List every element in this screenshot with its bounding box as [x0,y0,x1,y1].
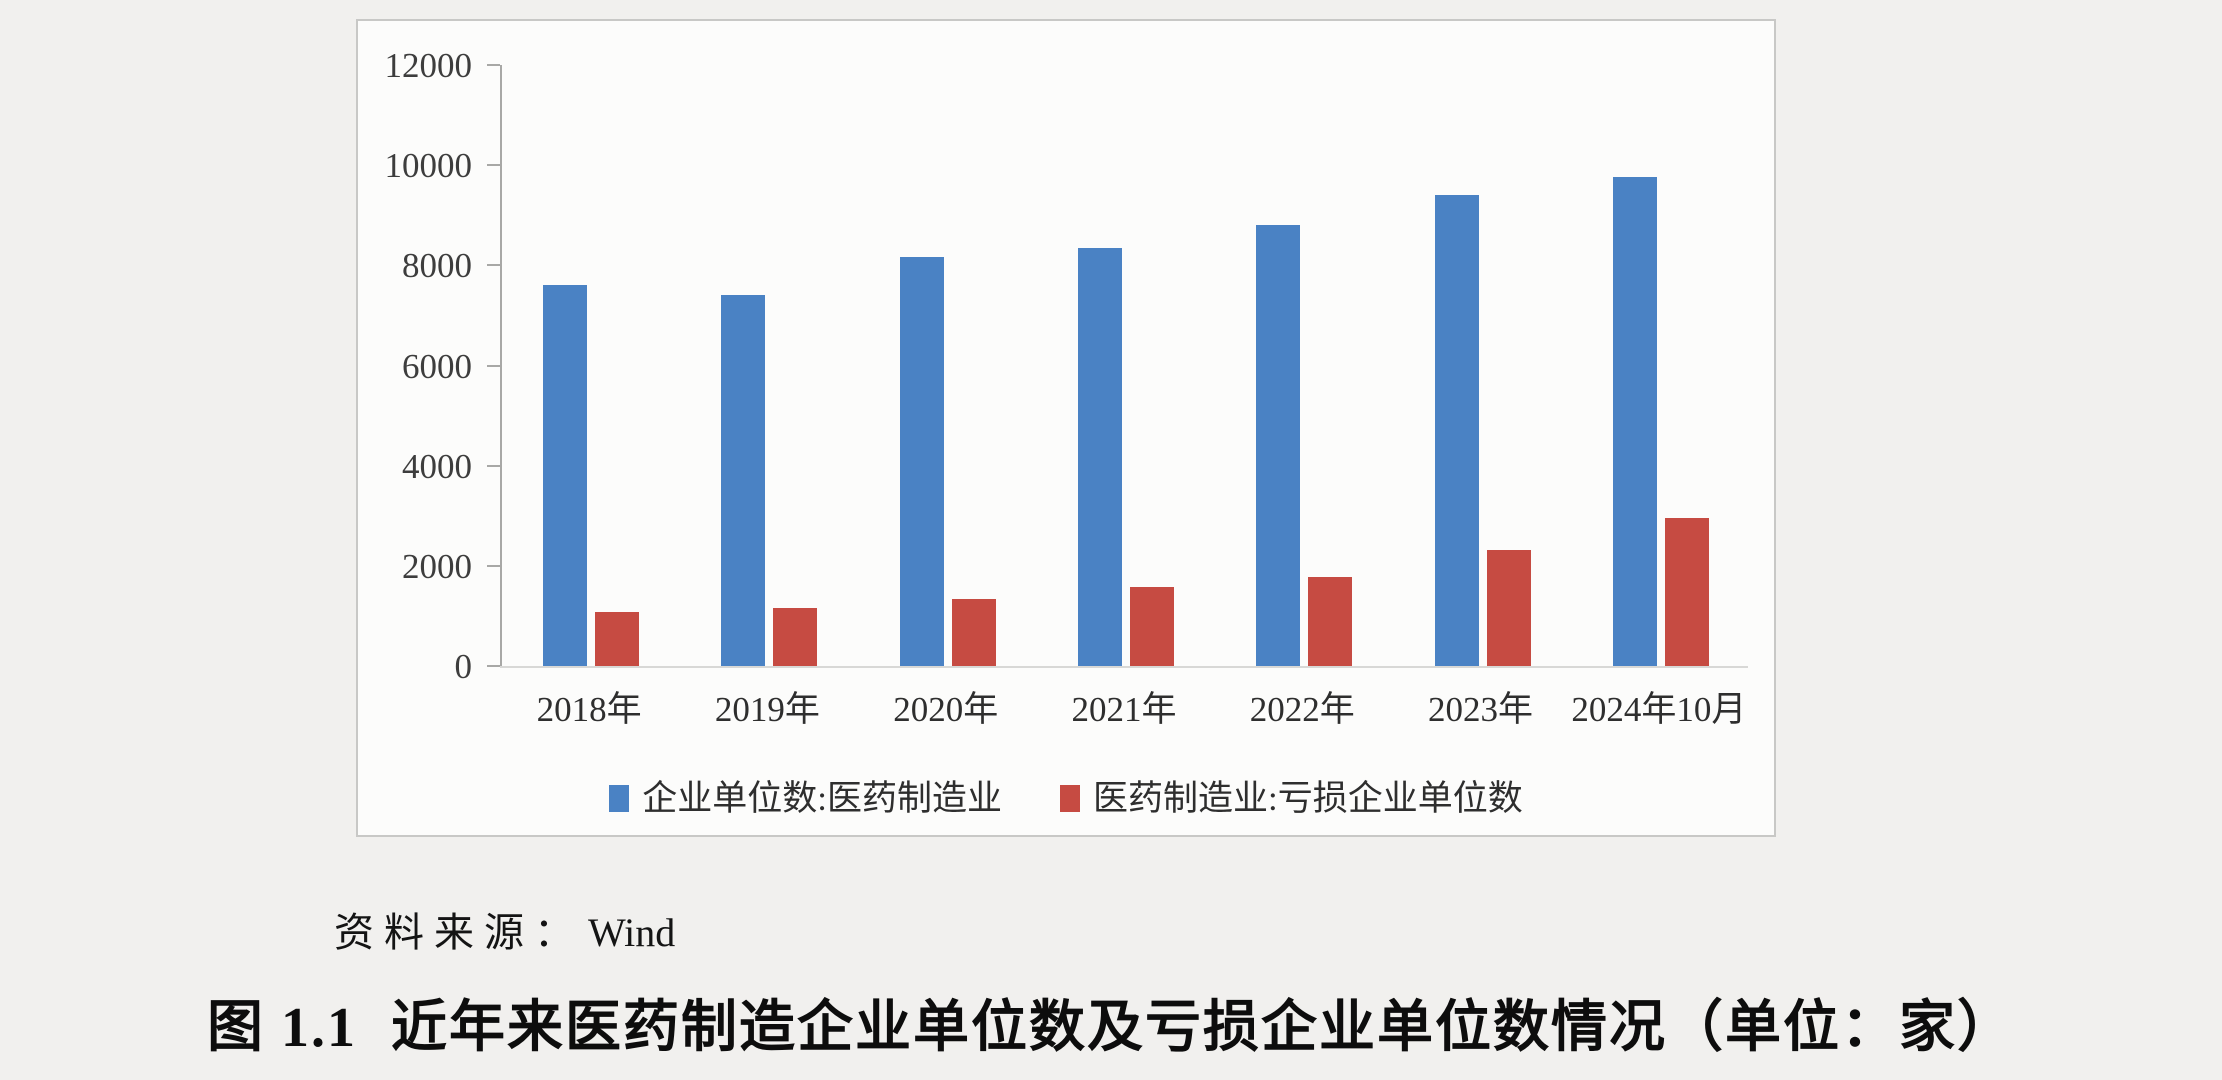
y-axis-line [500,65,502,666]
x-tick-label-2018年: 2018年 [536,690,642,729]
blue-bar-2023年 [1435,195,1479,666]
red-bar-2023年 [1487,550,1531,666]
red-bar-2019年 [773,608,817,666]
source-line: 资料来源： Wind [334,900,675,958]
blue-bar-2019年 [721,295,765,666]
y-tick-mark-8000 [487,264,500,267]
figure-caption-number: 图 1.1 [207,997,357,1059]
x-tick-label-2023年: 2023年 [1428,690,1534,729]
y-tick-mark-0 [487,665,500,667]
red-bar-2024年10月 [1665,518,1709,666]
legend-label-blue: 企业单位数:医药制造业 [642,779,1002,818]
red-bar-2018年 [595,612,639,666]
red-bar-2021年 [1130,587,1174,666]
legend-swatch-blue-icon [609,785,630,812]
blue-bar-2020年 [900,257,944,666]
y-tick-label-2000: 2000 [402,546,472,586]
y-tick-mark-6000 [487,364,500,367]
y-tick-mark-4000 [487,464,500,467]
x-axis-baseline [500,666,1748,668]
x-tick-label-2019年: 2019年 [714,690,820,729]
red-bar-2020年 [952,599,996,666]
y-tick-label-8000: 8000 [402,246,472,286]
y-tick-label-0: 0 [454,647,473,686]
source-label: 资料来源： [334,910,584,955]
y-tick-mark-12000 [487,64,500,66]
blue-bar-2021年 [1078,248,1122,666]
y-tick-label-6000: 6000 [402,346,472,386]
chart-legend: 企业单位数:医药制造业 医药制造业:亏损企业单位数 [358,781,1774,816]
x-tick-label-2020年: 2020年 [893,690,999,729]
chart-panel: 0 2000 4000 6000 8000 10000 12000 2018年 2019年 202… [356,19,1776,837]
blue-bar-2024年10月 [1613,177,1657,666]
blue-bar-2022年 [1256,225,1300,666]
x-tick-label-2024年10月: 2024年10月 [1571,690,1747,729]
x-tick-label-2021年: 2021年 [1071,690,1177,729]
red-bar-2022年 [1308,577,1352,666]
legend-label-red: 医药制造业:亏损企业单位数 [1093,779,1523,818]
y-tick-mark-10000 [487,164,500,167]
legend-swatch-red-icon [1060,785,1080,812]
y-tick-label-12000: 12000 [384,46,473,85]
x-tick-label-2022年: 2022年 [1249,690,1355,729]
figure-caption-text: 近年来医药制造企业单位数及亏损企业单位数情况（单位：家） [391,997,2015,1059]
figure-caption: 图 1.1 近年来医药制造企业单位数及亏损企业单位数情况（单位：家） [0,982,2222,1063]
bar-chart-plot-area: 0 2000 4000 6000 8000 10000 12000 2018年 2019年 202… [385,48,1748,727]
y-tick-mark-2000 [487,564,500,567]
source-value: Wind [588,910,676,955]
legend-item-red: 医药制造业:亏损企业单位数 [1060,781,1523,816]
y-tick-label-10000: 10000 [384,146,473,186]
blue-bar-2018年 [543,285,587,666]
legend-item-blue: 企业单位数:医药制造业 [609,781,1002,816]
y-tick-label-4000: 4000 [402,446,472,486]
